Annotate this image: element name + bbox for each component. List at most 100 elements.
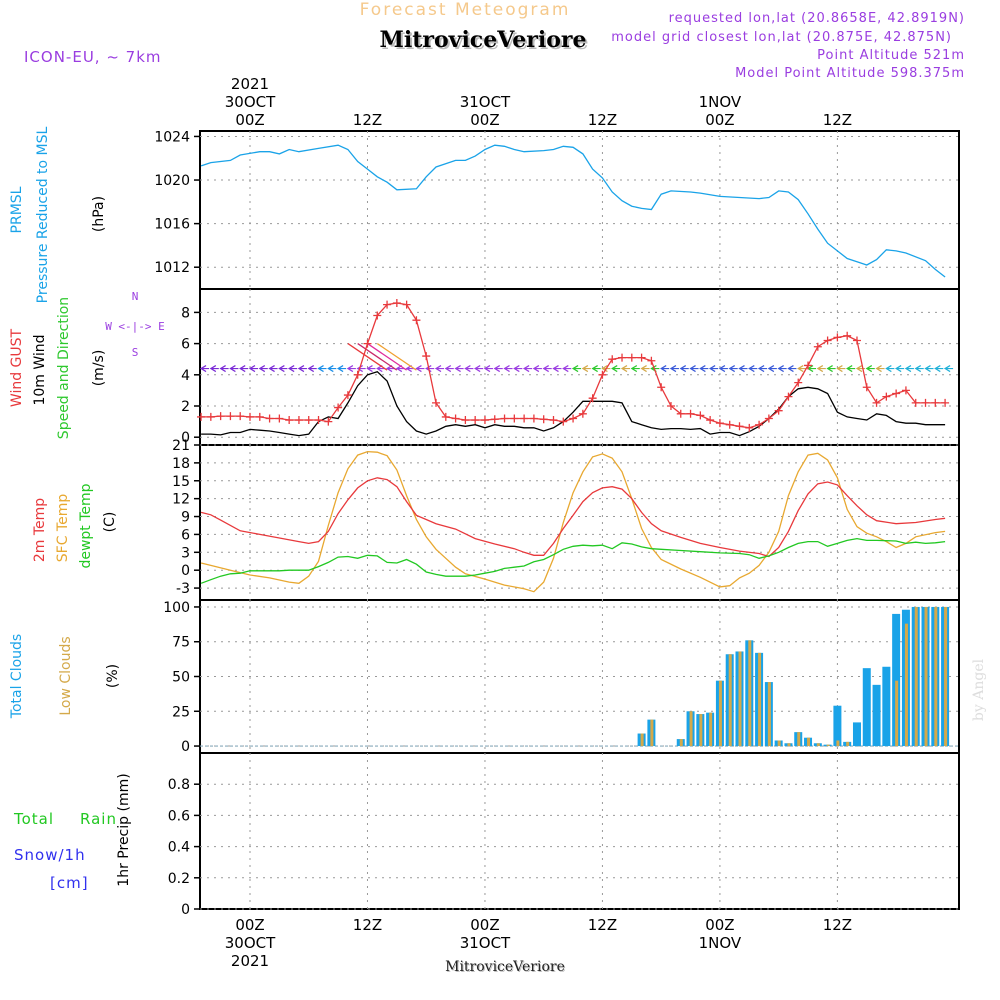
wind-direction-arrow	[229, 365, 239, 373]
gust-marker	[774, 406, 783, 415]
gust-marker	[197, 412, 206, 421]
footer-station-shadow: MitroviceVeriore	[446, 960, 566, 976]
wind-direction-arrow	[757, 365, 768, 373]
wind-direction-arrow	[875, 365, 885, 373]
temperature-panel	[199, 444, 960, 601]
low-cloud-bar	[826, 744, 830, 747]
wind-direction-arrow	[366, 365, 376, 373]
wind-direction-arrow	[894, 365, 905, 373]
gust-marker	[833, 333, 842, 342]
temperature-tick-label: 15	[172, 474, 190, 490]
bottom-time-label: 00Z	[235, 916, 264, 934]
low-cloud-bar	[895, 680, 899, 747]
top-time-label: 00Z	[235, 111, 264, 129]
bottom-time-label: 00Z	[705, 916, 734, 934]
gust-marker	[373, 311, 382, 320]
wind-direction-arrow	[542, 365, 552, 373]
gust-marker	[706, 416, 715, 425]
ms-unit-label: (m/s)	[91, 350, 107, 387]
wind-direction-arrow	[943, 365, 954, 373]
gust-marker	[275, 414, 284, 423]
clouds-tick-label: 100	[163, 600, 190, 616]
low-cloud-bar	[748, 640, 752, 747]
wind-direction-arrow	[571, 365, 582, 373]
pressure-msl-label: Pressure Reduced to MSL	[35, 126, 51, 303]
bottom-time-label: 30OCT	[225, 934, 276, 952]
low-cloud-bar	[934, 606, 938, 747]
gust-marker	[343, 391, 352, 400]
gust-marker	[510, 414, 519, 423]
gust-marker	[715, 419, 724, 428]
gust-marker	[246, 412, 254, 421]
low-cloud-bar	[914, 606, 918, 747]
wind-direction-arrow	[660, 365, 670, 373]
wind-direction-arrow	[562, 365, 572, 373]
precip-tick-label: 0.8	[168, 777, 190, 793]
wind-direction-arrow	[679, 365, 689, 373]
low-cloud-bar	[689, 711, 693, 747]
gust-marker	[725, 420, 734, 429]
gust-marker	[941, 398, 950, 407]
gust-marker	[657, 383, 666, 392]
wind-direction-arrow	[924, 365, 934, 373]
total-cloud-bar	[833, 705, 842, 747]
wind-direction-arrow	[552, 365, 562, 373]
wind-tick-label: 6	[181, 337, 190, 353]
wind-direction-arrow	[239, 365, 249, 373]
pct-unit-label: (%)	[105, 664, 121, 688]
wind-direction-arrow	[346, 365, 356, 373]
wind-direction-arrow	[287, 365, 298, 373]
bottom-time-label: 12Z	[353, 916, 382, 934]
wind-gust-label: Wind GUST	[9, 328, 25, 407]
gust-marker	[529, 414, 538, 423]
clouds-tick-label: 50	[172, 670, 190, 686]
wind-dir-label: Speed and Direction	[56, 297, 72, 439]
gust-marker	[921, 398, 930, 407]
wind-10m-label: 10m Wind	[32, 334, 48, 405]
gust-marker	[578, 409, 587, 418]
compass-n: N	[132, 290, 139, 303]
top-time-label: 30OCT	[225, 93, 276, 111]
gust-marker	[363, 339, 372, 348]
bottom-time-label: 2021	[231, 952, 269, 970]
gust-marker	[823, 336, 832, 345]
wind-tick-label: 2	[181, 399, 190, 415]
gust-marker	[255, 412, 264, 421]
gust-marker	[324, 417, 333, 426]
total-cloud-bar	[882, 666, 891, 747]
low-cloud-bar	[767, 682, 771, 747]
wind-direction-arrow	[493, 365, 503, 373]
credit-watermark: by Angel	[971, 658, 987, 721]
wind-direction-arrow	[620, 365, 631, 373]
top-time-label: 12Z	[588, 111, 617, 129]
wind-tick-label: 8	[181, 305, 190, 321]
total-cloud-bar	[872, 684, 881, 747]
temperature-tick-label: -3	[176, 581, 190, 597]
gust-direction-arrow	[367, 343, 408, 371]
wind-direction-arrow	[934, 365, 944, 373]
gust-marker	[794, 378, 803, 387]
wind-10m-line	[201, 370, 946, 437]
gust-marker	[549, 416, 558, 425]
bottom-time-label: 12Z	[823, 916, 852, 934]
gust-marker	[441, 412, 450, 421]
top-time-label: 12Z	[823, 111, 852, 129]
wind-direction-arrow	[699, 365, 709, 373]
gust-marker	[334, 403, 343, 412]
wind-direction-arrow	[816, 365, 826, 373]
temp2m-label: 2m Temp	[32, 498, 48, 562]
model-name: ICON-EU, ~ 7km	[24, 48, 162, 66]
gust-marker	[813, 342, 822, 351]
gust-marker	[392, 299, 401, 308]
gust-marker	[618, 353, 627, 362]
wind-direction-arrow	[865, 365, 875, 373]
wind-direction-arrow	[738, 365, 748, 373]
c-unit-label: (C)	[102, 512, 118, 533]
gust-marker	[216, 412, 225, 421]
wind-direction-arrow	[640, 365, 650, 373]
gust-marker	[696, 411, 705, 420]
gust-marker	[931, 398, 940, 407]
precip-tick-label: 0.2	[168, 871, 190, 887]
bottom-time-label: 12Z	[588, 916, 617, 934]
